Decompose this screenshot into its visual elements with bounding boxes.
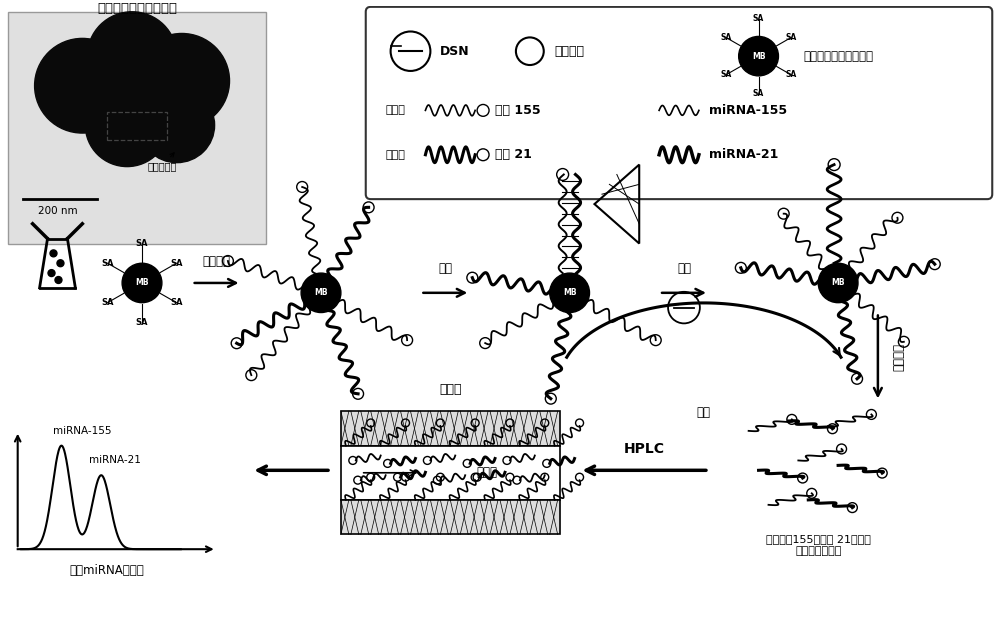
Text: 钉霊亲和素包覆的磁珠: 钉霊亲和素包覆的磁珠 [97,2,177,15]
Text: 钉霊亲和素包覆的磁珠: 钉霊亲和素包覆的磁珠 [803,50,873,63]
Circle shape [48,270,55,276]
Circle shape [57,260,64,266]
Text: miRNA-155: miRNA-155 [53,426,112,436]
Text: SA: SA [753,89,764,98]
Circle shape [85,84,169,166]
Text: MB: MB [752,52,765,61]
Text: SA: SA [136,239,148,248]
Text: 切割: 切割 [677,262,691,275]
Text: 探针 155: 探针 155 [495,104,541,117]
Text: MB: MB [831,278,845,288]
Text: 杂交: 杂交 [438,262,452,275]
Text: SA: SA [136,318,148,327]
Text: 循环: 循环 [697,406,711,419]
Text: SA: SA [786,70,797,79]
Text: MB: MB [135,278,149,288]
Text: 200 nm: 200 nm [38,206,77,216]
Text: miRNA-155: miRNA-155 [709,104,787,117]
Circle shape [122,263,162,302]
Text: MB: MB [314,288,328,297]
Text: HPLC: HPLC [624,442,665,456]
Circle shape [134,34,230,128]
Text: 释放探针155和探针 21的带有
荧光标记的片段: 释放探针155和探针 21的带有 荧光标记的片段 [766,535,871,556]
Text: miRNA-21: miRNA-21 [89,455,141,465]
Text: DSN: DSN [440,45,470,58]
Circle shape [50,250,57,257]
Bar [341,411,560,446]
Text: MB: MB [563,288,576,297]
Text: 钉霊亲和素: 钉霊亲和素 [147,153,177,171]
Text: SA: SA [786,33,797,42]
Circle shape [139,88,215,163]
FancyBboxPatch shape [366,7,992,199]
FancyBboxPatch shape [8,12,266,243]
Text: 探针 21: 探针 21 [495,148,532,161]
Text: 多个miRNA的检测: 多个miRNA的检测 [70,564,145,577]
Circle shape [301,273,341,312]
Text: SA: SA [101,259,114,268]
Bar [341,500,560,535]
Text: 流动相: 流动相 [477,466,498,479]
Text: miRNA-21: miRNA-21 [709,148,778,161]
Circle shape [35,39,130,133]
Circle shape [818,263,858,302]
Bar [107,112,167,140]
Circle shape [55,276,62,283]
Text: 探针装载: 探针装载 [203,255,231,268]
Text: 生物素: 生物素 [386,150,406,160]
Text: 生物素: 生物素 [386,106,406,116]
Text: SA: SA [170,259,183,268]
Text: SA: SA [753,14,764,23]
Circle shape [550,273,590,312]
Circle shape [87,12,177,101]
Text: SA: SA [170,298,183,307]
Text: 荧光基团: 荧光基团 [555,45,585,58]
Text: 固定相: 固定相 [439,383,462,396]
Circle shape [739,37,778,76]
Bar [341,446,560,500]
Text: SA: SA [720,33,731,42]
Text: 磁性分离: 磁性分离 [893,343,906,371]
Text: SA: SA [720,70,731,79]
Text: SA: SA [101,298,114,307]
